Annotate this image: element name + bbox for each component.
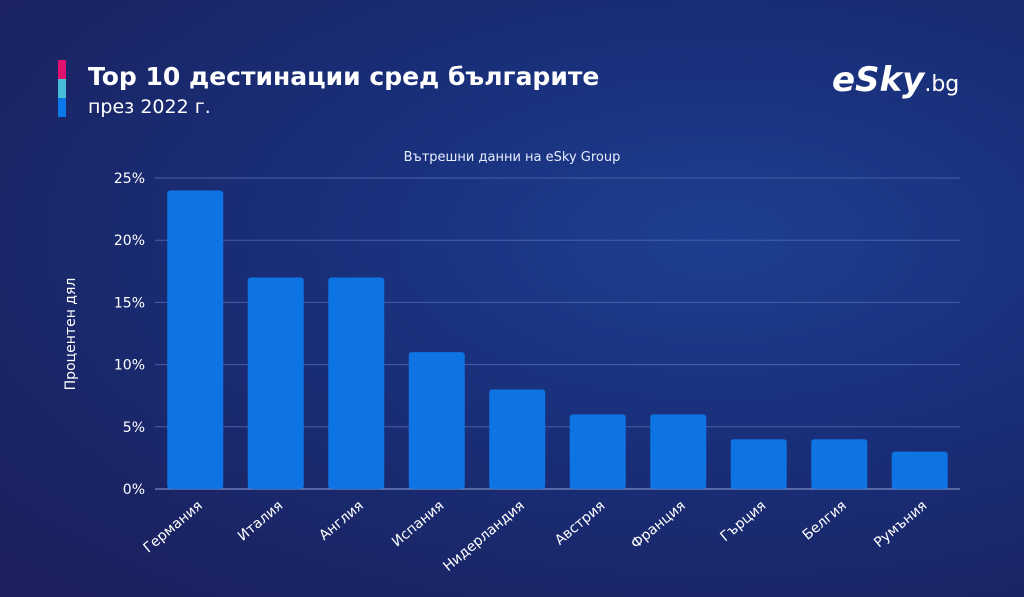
bar-8 — [811, 439, 868, 489]
y-tick-label: 10% — [114, 358, 145, 374]
bar-0 — [167, 190, 224, 489]
bar-7 — [730, 439, 787, 489]
page-subtitle: през 2022 г. — [88, 96, 211, 118]
x-tick-label: Румъния — [871, 498, 930, 551]
y-tick-label: 0% — [123, 482, 145, 498]
x-tick-label: Нидерландия — [440, 498, 527, 575]
bar-5 — [569, 414, 626, 489]
x-tick-label: Австрия — [552, 498, 608, 549]
y-axis-label: Процентен дял — [63, 278, 79, 391]
page-title: Top 10 дестинации сред българите — [88, 62, 600, 91]
y-tick-label: 5% — [123, 420, 145, 436]
bar-4 — [489, 389, 546, 489]
x-tick-label: Италия — [235, 498, 286, 545]
accent-blue — [58, 98, 66, 117]
chart-title: Вътрешни данни на eSky Group — [403, 150, 621, 165]
bar-9 — [891, 451, 948, 489]
y-tick-label: 15% — [114, 295, 145, 311]
y-tick-label: 25% — [114, 171, 145, 187]
y-tick-label: 20% — [114, 233, 145, 249]
x-tick-label: Германия — [140, 498, 205, 556]
x-tick-label: Франция — [628, 498, 689, 553]
accent-pink — [58, 60, 66, 79]
bar-1 — [247, 277, 304, 489]
esky-logo: eSky.bg — [832, 60, 960, 100]
bar-6 — [650, 414, 707, 489]
accent-cyan — [58, 79, 66, 98]
x-tick-label: Испания — [389, 498, 447, 550]
x-tick-label: Белгия — [800, 498, 850, 544]
title-accent-marks — [58, 60, 66, 117]
bar-3 — [408, 352, 465, 489]
x-tick-label: Англия — [316, 498, 367, 544]
x-tick-label: Гърция — [717, 498, 769, 545]
bar-2 — [328, 277, 385, 489]
